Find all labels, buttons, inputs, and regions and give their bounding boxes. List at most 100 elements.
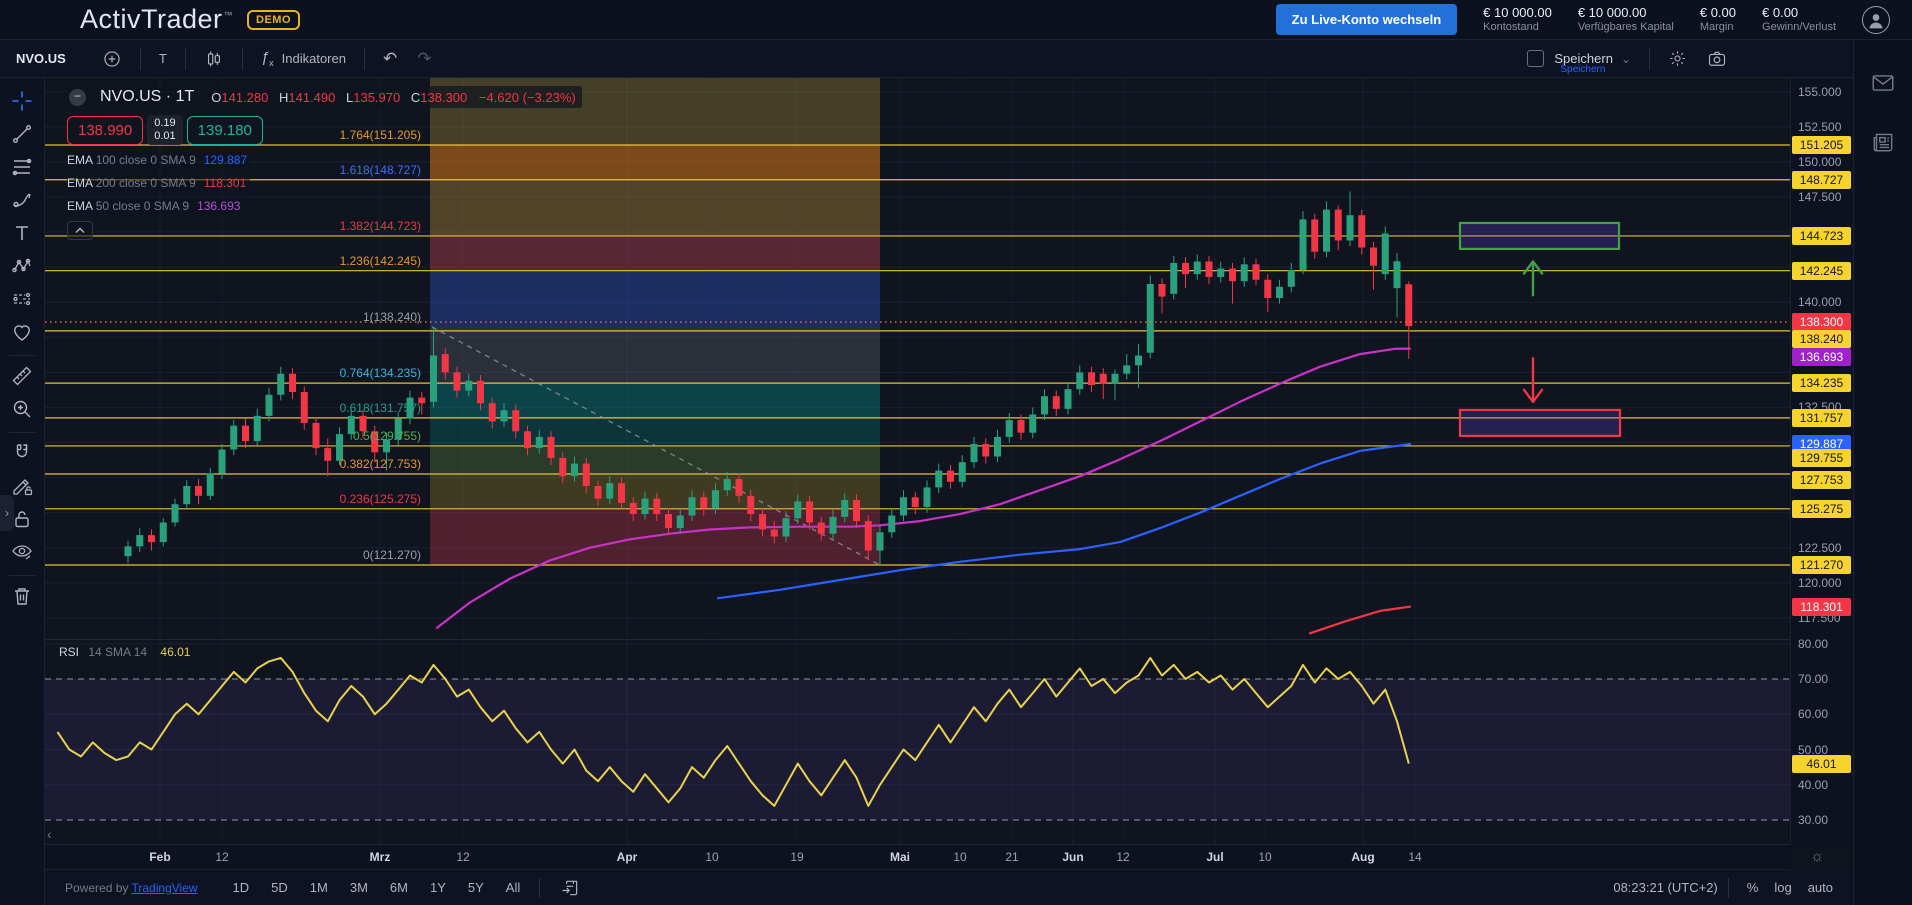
redo-button[interactable]: ↷	[417, 48, 432, 68]
sidebar-collapse-handle[interactable]: ›	[0, 495, 14, 531]
fib-level-label: 0.618(131.757)	[339, 400, 421, 415]
account-stats: € 10 000.00 Kontostand € 10 000.00 Verfügba…	[1483, 6, 1836, 34]
magnet-tool[interactable]	[7, 438, 37, 468]
save-checkbox[interactable]	[1527, 50, 1545, 67]
time-axis-label: Jul	[1206, 850, 1224, 864]
indicator-legend-row[interactable]: EMA 100 close 0 SMA 9 129.887	[67, 152, 252, 168]
chart-toolbar: NVO.US T ƒx Indikatoren ↶ ↷ Speichern Sp…	[0, 40, 1853, 78]
time-axis-label: Aug	[1351, 850, 1375, 864]
range-button-5y[interactable]: 5Y	[467, 880, 484, 895]
time-axis-label: Apr	[616, 850, 638, 864]
price-axis-label: 152.500	[1798, 120, 1842, 134]
time-axis-label: 19	[790, 850, 804, 864]
fib-retracement-tool[interactable]	[7, 152, 37, 182]
logo-text: ActivTrader™	[80, 4, 234, 34]
indicators-collapse-button[interactable]	[67, 221, 93, 240]
trend-line-tool[interactable]	[7, 119, 37, 149]
range-button-1d[interactable]: 1D	[232, 880, 250, 895]
rsi-axis-label: 80.00	[1798, 637, 1829, 651]
indicator-legend-row[interactable]: EMA 200 close 0 SMA 9 118.301	[67, 175, 251, 191]
scroll-left-chevron-icon[interactable]: ‹	[47, 826, 52, 842]
time-axis[interactable]: ☼ Feb 12 Mrz 12 Apr 10 19 Mai 10 21 Jun 12 Jul 10 Aug 1…	[45, 845, 1824, 870]
rsi-pane[interactable]: RSI 14 SMA 14 46.01 ‹	[45, 640, 1790, 845]
text-tool[interactable]	[7, 218, 37, 248]
legend-collapse-icon[interactable]: −	[69, 88, 86, 106]
drawing-lock-pencil-icon[interactable]	[7, 471, 37, 501]
measure-ruler-tool[interactable]	[7, 361, 37, 391]
main-chart-pane[interactable]: − NVO.US · 1T O141.280 H141.490 L135.970…	[45, 78, 1790, 640]
symbol-button[interactable]: NVO.US	[16, 51, 66, 66]
price-badge: 144.723	[1792, 227, 1851, 245]
fib-level-label: 1(138.240)	[362, 309, 421, 324]
brush-tool[interactable]	[7, 185, 37, 215]
price-badge: 148.727	[1792, 171, 1851, 189]
add-symbol-button[interactable]	[92, 45, 132, 73]
rsi-axis-label: 50.00	[1798, 743, 1829, 757]
range-button-5d[interactable]: 5D	[271, 880, 288, 895]
go-to-date-button[interactable]	[550, 874, 590, 902]
news-icon[interactable]	[1868, 127, 1898, 157]
time-axis-label: 21	[1005, 850, 1019, 864]
undo-button[interactable]: ↶	[382, 48, 398, 68]
range-button-3m[interactable]: 3M	[349, 880, 368, 895]
rsi-axis-label: 70.00	[1798, 672, 1829, 686]
clock[interactable]: 08:23:21 (UTC+2)	[1613, 880, 1718, 895]
switch-live-account-button[interactable]: Zu Live-Konto wechseln	[1275, 4, 1458, 35]
favorites-heart-icon[interactable]	[7, 317, 37, 347]
price-axis[interactable]: 155.000 152.500 150.000 147.500 140.000 132.5…	[1790, 78, 1853, 845]
messages-envelope-icon[interactable]	[1868, 68, 1898, 98]
save-button[interactable]: Speichern	[1554, 51, 1613, 66]
app-logo: ActivTrader™ DEMO	[80, 4, 301, 35]
account-stat: € 10 000.00 Verfügbares Kapital	[1577, 4, 1674, 33]
zoom-in-tool[interactable]	[7, 394, 37, 424]
range-button-1m[interactable]: 1M	[309, 880, 328, 895]
price-badge: 129.755	[1792, 449, 1851, 467]
chart-type-candles-button[interactable]	[194, 45, 234, 73]
price-badge: 142.245	[1792, 262, 1851, 280]
price-axis-label: 155.000	[1798, 85, 1842, 99]
price-badge: 129.887	[1792, 435, 1851, 453]
theme-sun-icon[interactable]: ☼	[1810, 848, 1824, 865]
auto-scale-button[interactable]: auto	[1807, 880, 1833, 895]
settings-gear-button[interactable]	[1658, 45, 1697, 73]
sell-price-button[interactable]: 138.990	[67, 115, 144, 145]
screenshot-camera-button[interactable]	[1697, 45, 1737, 73]
fib-level-label: 0.236(125.275)	[339, 491, 421, 506]
price-axis-label: 120.000	[1798, 576, 1842, 590]
lock-all-icon[interactable]	[7, 504, 37, 534]
range-buttons: 1D 5D 1M 3M 6M 1Y 5Y All	[224, 876, 530, 899]
range-button-1y[interactable]: 1Y	[429, 880, 446, 895]
rsi-legend: RSI 14 SMA 14 46.01	[59, 645, 191, 659]
account-stat: € 0.00 Margin	[1699, 4, 1737, 33]
fib-level-label: 0(121.270)	[362, 547, 421, 562]
profile-avatar-icon[interactable]	[1862, 5, 1890, 34]
remove-trash-icon[interactable]	[7, 581, 37, 611]
trademark: ™	[223, 10, 234, 20]
fib-level-label: 0.382(127.753)	[339, 457, 421, 472]
percent-scale-button[interactable]: %	[1746, 880, 1759, 895]
price-badge: 131.757	[1792, 409, 1851, 427]
demo-badge: DEMO	[247, 9, 301, 30]
indicator-legend-row[interactable]: EMA 50 close 0 SMA 9 136.693	[67, 198, 245, 214]
save-dropdown-chevron-icon[interactable]: ⌄	[1620, 51, 1631, 66]
account-stat: € 0.00 Gewinn/Verlust	[1762, 4, 1836, 33]
tradingview-link[interactable]: TradingView	[131, 880, 198, 895]
bottom-toolbar: Powered by TradingView 1D 5D 1M 3M 6M 1Y 5Y All…	[45, 870, 1853, 905]
price-badge: 136.693	[1792, 348, 1851, 366]
chart-legend: − NVO.US · 1T O141.280 H141.490 L135.970…	[67, 86, 582, 240]
range-button-all[interactable]: All	[505, 880, 521, 895]
xabcd-pattern-tool[interactable]	[7, 251, 37, 281]
indicators-button[interactable]: ƒx Indikatoren	[260, 49, 346, 68]
fib-level-label: 1.618(148.727)	[339, 162, 421, 177]
log-scale-button[interactable]: log	[1774, 880, 1792, 895]
range-button-6m[interactable]: 6M	[389, 880, 408, 895]
hide-all-eye-icon[interactable]	[7, 537, 37, 567]
rsi-axis-label: 60.00	[1798, 707, 1829, 721]
fib-level-label: 1.764(151.205)	[339, 128, 421, 142]
interval-button[interactable]: T	[158, 51, 167, 66]
crosshair-tool[interactable]	[7, 86, 37, 116]
buy-price-button[interactable]: 139.180	[186, 115, 263, 145]
long-position-tool[interactable]	[7, 284, 37, 314]
legend-symbol[interactable]: NVO.US · 1T	[100, 88, 195, 105]
